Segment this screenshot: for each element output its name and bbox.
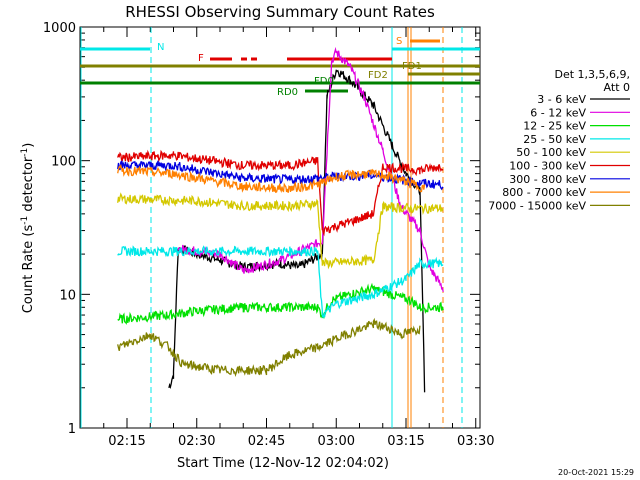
x-axis-label: Start Time (12-Nov-12 02:04:02) [177, 456, 389, 471]
annotation-fd1: FD1 [402, 61, 422, 72]
legend-label: 100 - 300 keV [509, 160, 586, 173]
legend-label: 800 - 7000 keV [502, 186, 586, 199]
y-tick-label: 1 [68, 422, 76, 437]
y-tick-label: 1000 [43, 21, 76, 36]
timestamp: 20-Oct-2021 15:29 [558, 468, 634, 477]
y-tick-label: 100 [51, 155, 76, 170]
legend-label: 25 - 50 keV [523, 133, 586, 146]
series-line [168, 69, 426, 393]
series-line [117, 192, 444, 270]
y-tick-label: 10 [59, 288, 76, 303]
annotation-rd0: RD0 [277, 87, 298, 98]
legend-label: 3 - 6 keV [537, 93, 586, 106]
legend-header-line-1: Det 1,3,5,6,9, [554, 68, 630, 81]
legend-label: 7000 - 15000 keV [488, 199, 586, 212]
legend-label: 6 - 12 keV [530, 106, 586, 119]
series-line [177, 46, 444, 293]
plot-frame [79, 26, 481, 429]
y-axis-label: Count Rate (s-1 detector-1) [20, 143, 36, 314]
series-line [117, 282, 444, 325]
annotation-n: N [157, 42, 164, 53]
series-line [117, 245, 444, 319]
series-line [117, 163, 426, 194]
annotation-s: S [396, 36, 402, 47]
series-line [117, 317, 421, 378]
legend-label: 300 - 800 keV [509, 173, 586, 186]
y-axis-label-group: Count Rate (s-1 detector-1) [20, 143, 36, 314]
plot-area: 1 10 100 1000 02:15 02:30 02:45 03:00 03:15 03:30… [43, 21, 495, 449]
series-line [117, 149, 444, 237]
x-tick-label: 02:30 [178, 434, 215, 449]
chart-title: RHESSI Observing Summary Count Rates [125, 3, 435, 21]
annotation-fd0: FD0 [314, 76, 334, 87]
x-tick-label: 02:15 [108, 434, 145, 449]
x-tick-label: 03:00 [318, 434, 355, 449]
series-line [117, 160, 444, 191]
annotation-fd2: FD2 [368, 70, 388, 81]
legend-header-line-2: Att 0 [604, 81, 630, 94]
series-group [80, 27, 480, 428]
x-tick-label: 03:30 [457, 434, 494, 449]
x-tick-label: 03:15 [387, 434, 424, 449]
annotation-f: F [198, 53, 204, 64]
legend-label: 12 - 25 keV [523, 120, 586, 133]
legend-label: 50 - 100 keV [516, 146, 586, 159]
x-tick-label: 02:45 [248, 434, 285, 449]
